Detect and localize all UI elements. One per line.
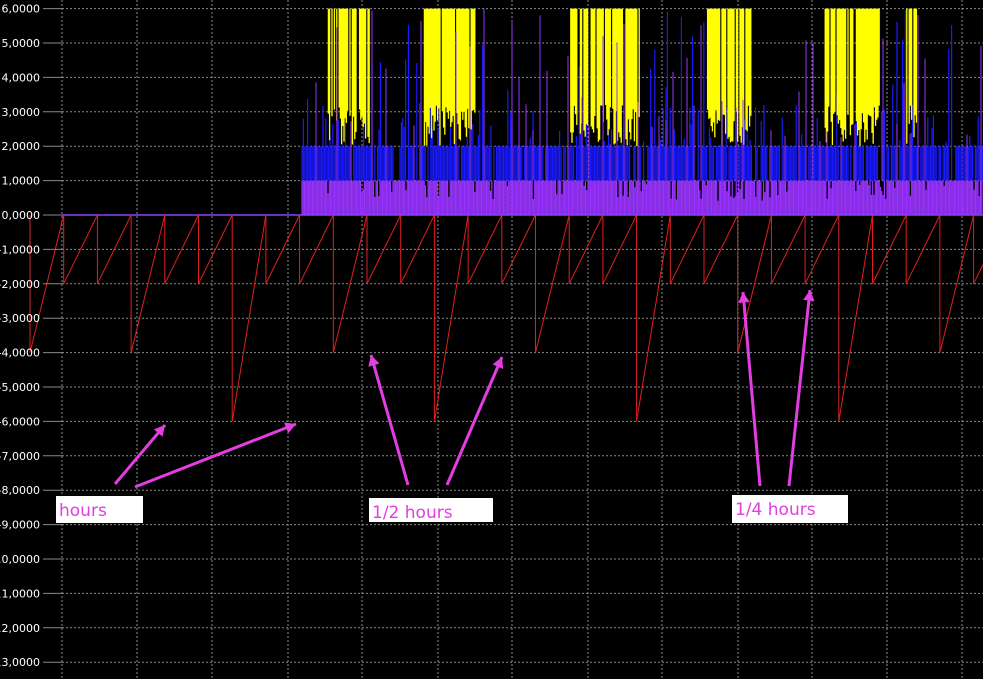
y-tick-label: 10,0000 [0,553,40,566]
arrow-head [492,357,504,369]
y-tick-label: -7,0000 [0,450,40,463]
annotations: hours 1/2 hours 1/4 hours [56,289,848,523]
activity-series [301,8,983,215]
y-tick-label: 0,0000 [2,209,41,222]
arrow-head [368,355,380,367]
sawtooth-series [29,214,983,422]
callout-box-quarter-hours [732,495,848,523]
callout-box-half-hours [369,498,493,522]
purple-series-bars [301,180,983,215]
y-tick-label: 12,0000 [0,622,40,635]
arrow-head [803,290,815,302]
arrow-line [787,289,812,487]
y-tick-label: -1,0000 [0,243,40,256]
y-tick-label: -6,0000 [0,415,40,428]
y-tick-label: -4,0000 [0,347,40,360]
y-tick-label: 4,0000 [2,71,41,84]
y-tick-label: 6,0000 [2,3,41,16]
callout-hours-label: hours [59,501,107,521]
callout-quarter-hours-label: 1/4 hours [735,500,816,520]
callout-half-hours-label: 1/2 hours [372,503,453,523]
y-tick-label: -2,0000 [0,278,40,291]
y-tick-label: -5,0000 [0,381,40,394]
y-tick-label: 5,0000 [2,37,41,50]
annotation-arrows [113,289,815,489]
arrow-line [113,424,167,485]
arrow-head [284,422,296,434]
arrow-head [153,425,165,437]
purple-series-spikes [315,8,982,181]
arrow-line [134,422,297,489]
arrow-line [741,291,762,487]
y-tick-label: 13,0000 [0,656,40,669]
arrow-line [445,356,504,486]
sawtooth-line [29,214,983,422]
arrow-line [369,354,410,486]
y-tick-label: 11,0000 [0,587,40,600]
y-tick-label: 3,0000 [2,106,41,119]
y-tick-label: -3,0000 [0,312,40,325]
y-tick-label: -8,0000 [0,484,40,497]
callout-box-hours [56,496,143,523]
arrow-head [738,292,750,303]
blue-series-bars [301,9,983,181]
yellow-series-bars [327,8,918,147]
y-tick-label: -9,0000 [0,519,40,532]
y-tick-label: 1,0000 [2,175,41,188]
y-tick-label: 2,0000 [2,140,41,153]
y-axis-ticks: 6,0000 5,0000 4,0000 3,0000 2,0000 1,0000 0,00… [0,3,62,669]
